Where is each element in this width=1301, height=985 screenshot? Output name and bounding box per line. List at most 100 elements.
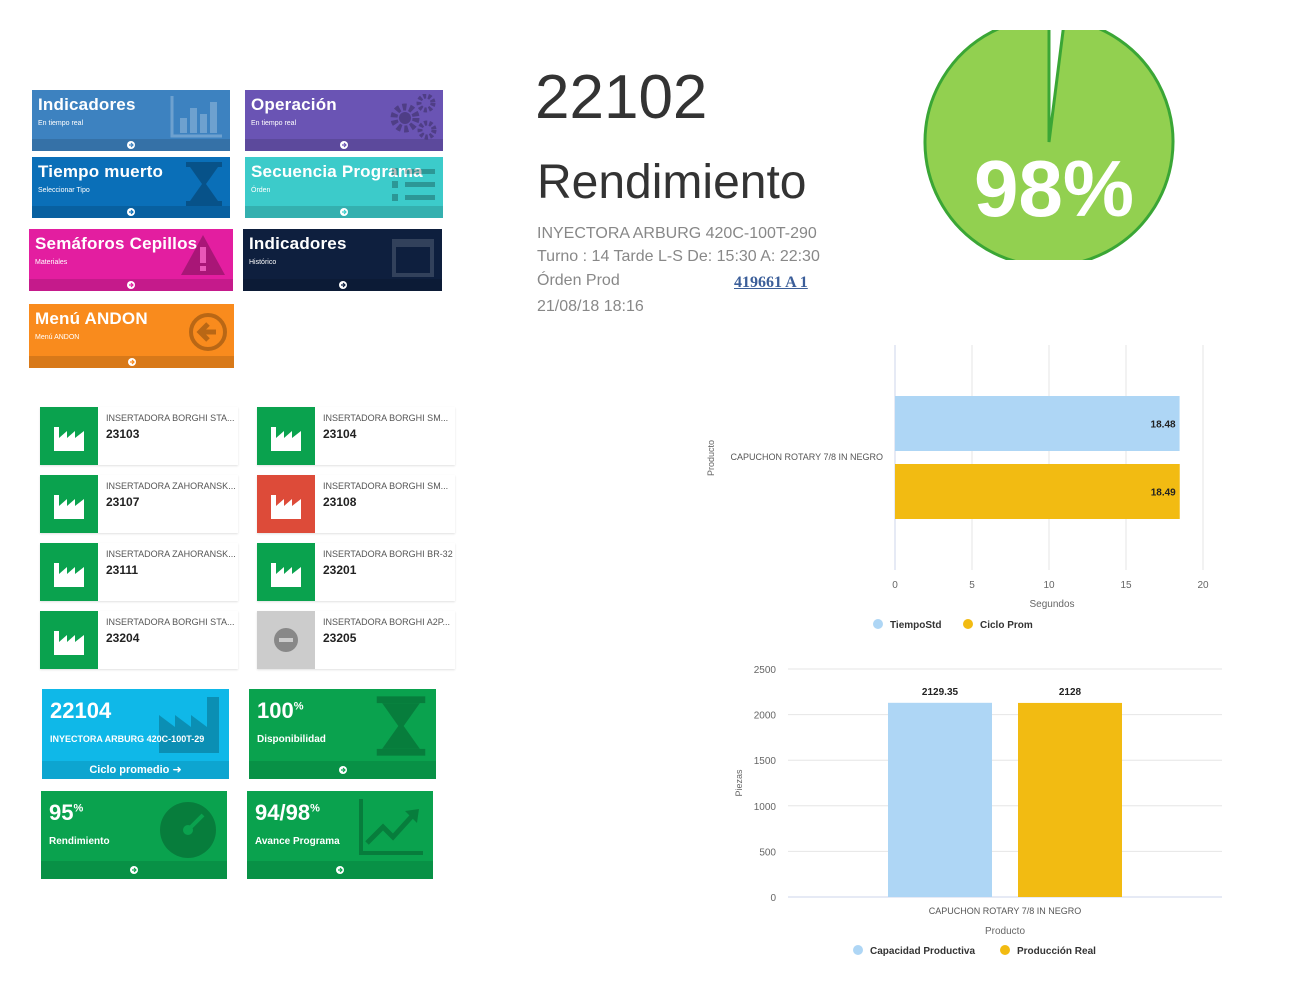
stat-unit: % [73, 802, 84, 815]
arrow-circle-right-icon [338, 766, 347, 775]
arrow-circle-right-icon [336, 866, 344, 875]
y-tick-label: 2500 [754, 665, 777, 676]
gears-icon [390, 94, 437, 140]
machine-name: INSERTADORA ZAHORANSK... [106, 549, 236, 559]
tile-subtitle: Órden [251, 187, 271, 194]
legend-label: TiempoStd [890, 620, 941, 631]
minus-circle-icon [274, 628, 298, 652]
y-axis-title: Piezas [734, 769, 744, 797]
machine-name: INSERTADORA BORGHI BR-32 [323, 549, 453, 559]
stat-label: Disponibilidad [257, 734, 326, 745]
stat-machine-22104[interactable]: 22104 INYECTORA ARBURG 420C-100T-29 Cicl… [42, 689, 229, 779]
stat-footer [249, 761, 436, 779]
machine-status-square [257, 475, 315, 533]
factory-icon [159, 697, 219, 753]
order-link[interactable]: 419661 A 1 [734, 274, 808, 291]
x-tick-label: 0 [892, 580, 898, 591]
tile-secuencia-programa[interactable]: Secuencia Programa Órden [245, 157, 443, 218]
tile-operacion[interactable]: Operación En tiempo real [245, 90, 443, 151]
x-category-label: CAPUCHON ROTARY 7/8 IN NEGRO [929, 906, 1082, 916]
machine-card[interactable]: INSERTADORA BORGHI STA... 23204 [40, 611, 238, 669]
tile-subtitle: En tiempo real [251, 120, 297, 127]
tile-semaforos-cepillos[interactable]: Semáforos Cepillos Materiales [29, 229, 233, 291]
machine-status-square [257, 611, 315, 669]
machine-number: 23201 [323, 563, 357, 577]
legend-label: Ciclo Prom [980, 620, 1033, 631]
y-tick-label: 2000 [754, 711, 777, 722]
stat-footer: Ciclo promedio ➜ [42, 761, 229, 779]
arrow-circle-right-icon [340, 141, 348, 149]
tile-tiempo-muerto[interactable]: Tiempo muerto Seleccionar Tipo [32, 157, 230, 218]
data-label: 18.48 [1151, 420, 1176, 431]
machine-card[interactable]: INSERTADORA BORGHI SM... 23108 [257, 475, 455, 533]
tile-title: Semáforos Cepillos [35, 234, 198, 253]
machine-number: 23107 [106, 495, 140, 509]
machine-number: 23205 [323, 631, 357, 645]
stat-machine-name: INYECTORA ARBURG 420C-100T-29 [50, 734, 205, 744]
legend-marker [853, 945, 863, 955]
factory-icon [271, 495, 301, 519]
machine-status-square [40, 611, 98, 669]
data-label: 18.49 [1151, 488, 1176, 499]
stat-label: Rendimiento [49, 836, 110, 847]
machine-status-square [40, 475, 98, 533]
x-axis-title: Segundos [1029, 599, 1074, 610]
stat-disponibilidad[interactable]: 100% Disponibilidad [249, 689, 436, 779]
bar-producción-real [1018, 702, 1122, 897]
machine-card[interactable]: INSERTADORA BORGHI A2P... 23205 [257, 611, 455, 669]
legend-marker [963, 619, 973, 629]
data-label: 2129.35 [922, 687, 959, 698]
calendar-icon [392, 239, 434, 277]
stat-rendimiento[interactable]: 95% Rendimiento [41, 791, 227, 879]
stat-unit: % [293, 700, 304, 713]
trend-up-icon [359, 799, 423, 855]
machine-card[interactable]: INSERTADORA BORGHI BR-32 23201 [257, 543, 455, 601]
machine-card[interactable]: INSERTADORA ZAHORANSK... 23107 [40, 475, 238, 533]
factory-icon [271, 427, 301, 451]
machine-status-square [40, 407, 98, 465]
machine-status-square [257, 543, 315, 601]
tile-title: Operación [251, 95, 337, 114]
stat-footer [247, 861, 433, 879]
legend-label: Producción Real [1017, 946, 1096, 957]
tile-title: Indicadores [38, 95, 136, 114]
machine-name: INSERTADORA BORGHI SM... [323, 413, 449, 423]
machine-number-title: 22102 [535, 63, 708, 132]
machine-number: 23103 [106, 427, 140, 441]
speedometer-icon [160, 802, 216, 858]
stat-label: Avance Programa [255, 836, 340, 847]
tile-menu-andon[interactable]: Menú ANDON Menú ANDON [29, 304, 234, 368]
machine-number: 23108 [323, 495, 357, 509]
machine-status-square [40, 543, 98, 601]
machine-card[interactable]: INSERTADORA BORGHI SM... 23104 [257, 407, 455, 465]
gauge-slice [923, 30, 1175, 260]
warning-icon [181, 235, 225, 275]
machine-status-square [257, 407, 315, 465]
y-tick-label: 0 [770, 893, 776, 904]
arrow-circle-right-icon [340, 208, 348, 216]
machine-number: 23204 [106, 631, 140, 645]
y-axis-title: Producto [706, 440, 716, 476]
machine-name: INSERTADORA BORGHI STA... [106, 617, 235, 627]
tile-title: Menú ANDON [35, 309, 148, 328]
bar-ciclo-prom [895, 464, 1180, 519]
machine-number: 23111 [106, 563, 139, 577]
machine-name: INYECTORA ARBURG 420C-100T-290 [537, 225, 817, 242]
production-chart: 0 500 1000 1500 2000 2500 2129.35 2128 CAPUCHON … [734, 665, 1222, 957]
legend-marker [1000, 945, 1010, 955]
bar-chart-icon [170, 96, 222, 138]
machine-card[interactable]: INSERTADORA BORGHI STA... 23103 [40, 407, 238, 465]
factory-icon [54, 563, 84, 587]
arrow-circle-right-icon [127, 358, 136, 366]
tile-indicadores-historico[interactable]: Indicadores Histórico [243, 229, 442, 291]
legend-marker [873, 619, 883, 629]
tile-indicadores-tiempo-real[interactable]: Indicadores En tiempo real [32, 90, 230, 151]
machine-name: INSERTADORA BORGHI STA... [106, 413, 235, 423]
stat-footer [41, 861, 227, 879]
order-label: Órden Prod [537, 272, 620, 289]
x-tick-label: 10 [1043, 580, 1055, 591]
machine-card[interactable]: INSERTADORA ZAHORANSK... 23111 [40, 543, 238, 601]
tile-subtitle: Histórico [249, 259, 277, 266]
stat-avance-programa[interactable]: 94/98% Avance Programa [247, 791, 433, 879]
arrow-circle-right-icon [127, 208, 135, 216]
